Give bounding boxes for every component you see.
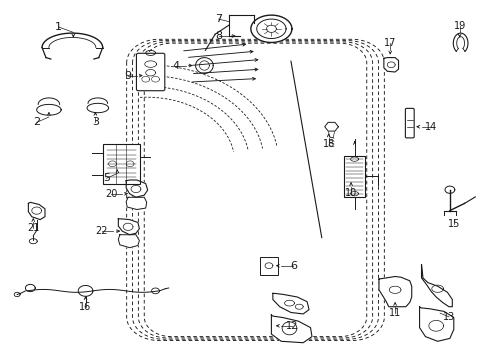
Polygon shape: [118, 235, 139, 248]
Polygon shape: [144, 61, 156, 67]
Polygon shape: [419, 307, 453, 341]
Text: 8: 8: [215, 31, 222, 41]
Text: 22: 22: [95, 226, 108, 236]
Text: 19: 19: [452, 21, 465, 31]
Bar: [260, 257, 277, 275]
Text: 1: 1: [55, 22, 62, 32]
Text: 17: 17: [383, 38, 396, 48]
Text: 10: 10: [344, 188, 357, 198]
Text: 2: 2: [33, 117, 40, 127]
Text: 6: 6: [289, 261, 296, 271]
FancyBboxPatch shape: [405, 108, 413, 138]
Polygon shape: [421, 265, 451, 307]
Polygon shape: [271, 315, 311, 343]
Polygon shape: [324, 122, 338, 131]
Polygon shape: [378, 276, 411, 307]
Text: 12: 12: [285, 321, 298, 331]
Polygon shape: [250, 15, 291, 42]
Text: 4: 4: [172, 60, 179, 71]
Text: 11: 11: [388, 308, 401, 318]
Polygon shape: [78, 285, 93, 296]
Text: 18: 18: [322, 139, 334, 149]
Polygon shape: [126, 197, 146, 210]
Text: 14: 14: [424, 122, 437, 132]
Text: 13: 13: [442, 312, 454, 322]
Polygon shape: [383, 58, 398, 72]
Text: 20: 20: [105, 189, 118, 199]
Text: 21: 21: [27, 222, 40, 233]
Bar: [343, 156, 365, 197]
Polygon shape: [272, 293, 308, 314]
Polygon shape: [126, 180, 147, 197]
Text: 3: 3: [92, 117, 99, 127]
Polygon shape: [444, 186, 454, 193]
Polygon shape: [118, 219, 139, 235]
Text: 16: 16: [79, 302, 92, 312]
FancyBboxPatch shape: [136, 53, 164, 91]
Bar: [102, 144, 140, 184]
Polygon shape: [28, 202, 45, 220]
Text: 7: 7: [215, 14, 222, 24]
Text: 15: 15: [447, 219, 459, 229]
Polygon shape: [25, 284, 35, 292]
Polygon shape: [195, 58, 213, 73]
Text: 9: 9: [124, 71, 131, 81]
Polygon shape: [37, 104, 61, 115]
Text: 5: 5: [103, 173, 110, 183]
Polygon shape: [87, 103, 108, 113]
